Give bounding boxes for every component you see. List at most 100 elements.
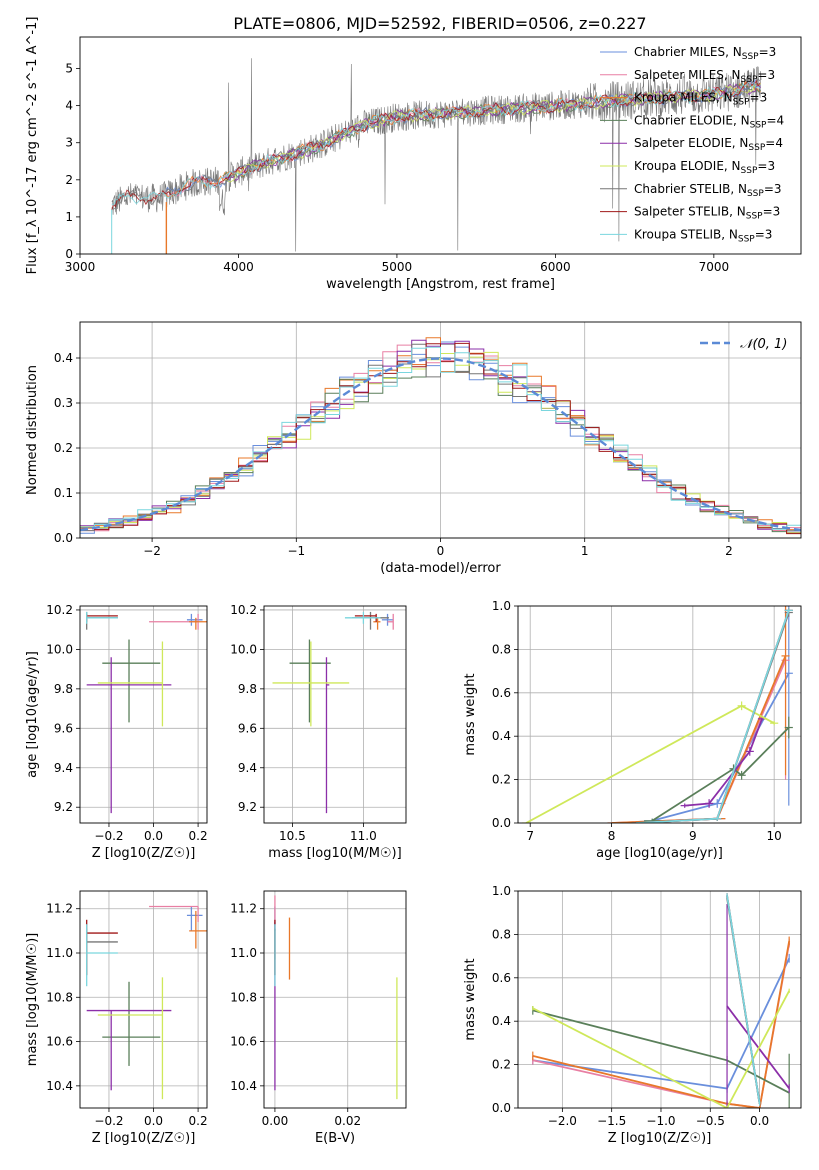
mass-vs-z-xtick-label: 0.0	[144, 1114, 163, 1128]
mass-vs-z-xlabel: Z [log10(Z/Z☉)]	[92, 1131, 196, 1146]
age-vs-mass-ytick-label: 9.2	[238, 800, 257, 814]
spectrum-axes: 3000 4000 5000 6000 7000 0 1 2 3 4 5 wavelength [An…	[25, 17, 802, 292]
weight-vs-age-plot-area	[522, 606, 793, 823]
weight-vs-z-line-kroupa_elodie	[532, 990, 790, 1108]
weight-vs-z-ytick-label: 0.2	[492, 1058, 511, 1072]
spectrum-legend-label: Salpeter MILES, NSSP=3	[634, 68, 775, 85]
mass-vs-z-frame	[79, 890, 208, 1109]
weight-vs-z-xlabel: Z [log10(Z/Z☉)]	[608, 1131, 712, 1146]
age-vs-mass-ytick-label: 10.0	[230, 642, 257, 656]
mass-vs-z-xtick-label: 0.2	[189, 1114, 208, 1128]
mass-vs-z-axes: −0.2 0.0 0.2 10.4 10.6 10.8 11.0 11.2 Z [log10(Z…	[25, 890, 208, 1146]
spectrum-ytick-label: 0	[65, 247, 73, 261]
weight-vs-z-ytick-label: 0.4	[492, 1014, 511, 1028]
mass-vs-z-ytick-label: 11.2	[46, 902, 73, 916]
age-vs-z-frame	[79, 605, 208, 824]
residuals-xlabel: (data-model)/error	[380, 561, 501, 576]
mass-vs-z-ytick-label: 10.8	[46, 990, 73, 1004]
spectrum-plot-area	[111, 58, 762, 254]
spectrum-legend-label: Salpeter STELIB, NSSP=3	[634, 205, 780, 222]
spectrum-ytick-label: 1	[65, 210, 73, 224]
spectrum-ytick-label: 3	[65, 136, 73, 150]
weight-vs-z-xtick-label: −1.5	[597, 1114, 626, 1128]
age-vs-mass-ytick-label: 10.2	[230, 603, 257, 617]
residuals-ytick-label: 0.1	[54, 486, 73, 500]
residuals-xtick-label: −2	[143, 544, 161, 558]
weight-vs-z-ytick-label: 0.8	[492, 927, 511, 941]
age-vs-z-ytick-label: 10.2	[46, 603, 73, 617]
weight-vs-age-line-chabrier_elodie	[651, 726, 790, 822]
mass-vs-ebv-ytick-label: 10.4	[230, 1079, 257, 1093]
residuals-ytick-label: 0.4	[54, 351, 73, 365]
mass-vs-ebv-frame	[263, 890, 407, 1109]
weight-vs-age-ytick-label: 0.4	[492, 729, 511, 743]
spectrum-legend: Chabrier MILES, NSSP=3 Salpeter MILES, NS…	[600, 45, 784, 244]
age-vs-z-xtick-label: 0.2	[189, 829, 208, 843]
weight-vs-age-ytick-label: 0.2	[492, 773, 511, 787]
residuals-xtick-label: 1	[581, 544, 589, 558]
age-vs-z-ytick-label: 9.2	[54, 800, 73, 814]
mass-vs-ebv-ytick-label: 11.2	[230, 902, 257, 916]
age-vs-z-ytick-label: 9.4	[54, 761, 73, 775]
spectrum-legend-label: Kroupa ELODIE, NSSP=3	[634, 159, 775, 176]
weight-vs-z-ylabel: mass weight	[463, 958, 478, 1040]
weight-vs-z-xtick-label: −2.0	[548, 1114, 577, 1128]
age-vs-mass-axes: 10.5 11.0 9.2 9.4 9.6 9.8 10.0 10.2 mass [log10(…	[230, 603, 407, 861]
mass-vs-z-plot-area	[86, 905, 207, 1100]
residuals-hist-kroupa_stelib	[80, 346, 801, 538]
spectrum-legend-label: Chabrier ELODIE, NSSP=4	[634, 113, 784, 130]
spectrum-ylabel: Flux [f_λ 10^-17 erg cm^-2 s^-1 A^-1]	[25, 17, 40, 275]
residuals-normal-curve	[80, 357, 801, 532]
spectrum-ytick-label: 2	[65, 173, 73, 187]
age-vs-z-ytick-label: 9.6	[54, 721, 73, 735]
spectrum-ytick-label: 4	[65, 99, 73, 113]
age-vs-z-plot-area	[86, 611, 207, 814]
age-vs-z-ytick-label: 9.8	[54, 682, 73, 696]
spectrum-xtick-label: 5000	[382, 260, 413, 274]
age-vs-z-xtick-label: 0.0	[144, 829, 163, 843]
mass-vs-ebv-xlabel: E(B-V)	[315, 1131, 355, 1146]
mass-vs-ebv-axes: 0.00 0.02 10.4 10.6 10.8 11.0 11.2 E(B-V)	[230, 890, 407, 1146]
spectrum-frame	[79, 36, 802, 255]
spectrum-legend-label: Kroupa MILES, NSSP=3	[634, 91, 767, 108]
mass-vs-ebv-ytick-label: 10.8	[230, 990, 257, 1004]
weight-vs-age-ytick-label: 0.6	[492, 686, 511, 700]
age-vs-z-ylabel: age [log10(age/yr)]	[25, 651, 40, 778]
age-vs-z-ytick-label: 10.0	[46, 642, 73, 656]
spectrum-xlabel: wavelength [Angstrom, rest frame]	[326, 277, 555, 292]
mass-vs-ebv-ytick-label: 10.6	[230, 1035, 257, 1049]
age-vs-z-axes: −0.2 0.0 0.2 9.2 9.4 9.6 9.8 10.0 10.2 Z [log10(Z…	[25, 603, 208, 861]
age-vs-mass-ytick-label: 9.6	[238, 721, 257, 735]
residuals-ytick-label: 0.0	[54, 531, 73, 545]
spectrum-model-chabrier_elodie	[222, 82, 762, 179]
residuals-legend-label: 𝒩(0, 1)	[740, 337, 787, 352]
weight-vs-age-xtick-label: 10	[767, 829, 782, 843]
plots: 3000 4000 5000 6000 7000 0 1 2 3 4 5 wavelength [An…	[25, 17, 802, 1146]
weight-vs-z-line-salpeter_elodie	[726, 1005, 790, 1090]
weight-vs-z-frame	[517, 890, 802, 1109]
spectrum-model-kroupa_stelib	[111, 81, 761, 206]
residuals-legend: 𝒩(0, 1)	[700, 337, 787, 352]
spectrum-xtick-label: 6000	[540, 260, 571, 274]
weight-vs-age-frame	[517, 605, 802, 824]
weight-vs-z-axes: −2.0 −1.5 −1.0 −0.5 0.0 0.0 0.2 0.4 0.6 0.8 1.0 Z […	[463, 884, 802, 1146]
spectrum-ytick-label: 5	[65, 62, 73, 76]
age-vs-mass-xlabel: mass [log10(M/M☉)]	[268, 846, 401, 861]
residuals-xtick-label: −1	[287, 544, 305, 558]
mass-vs-ebv-plot-area	[274, 895, 398, 1100]
age-vs-mass-plot-area	[272, 611, 394, 814]
weight-vs-z-line-kroupa_miles	[532, 940, 791, 1108]
spectrum-xtick-label: 3000	[65, 260, 96, 274]
age-vs-z-xtick-label: −0.2	[94, 829, 123, 843]
age-vs-mass-ytick-label: 9.4	[238, 761, 257, 775]
residuals-axes: −2 −1 0 1 2 0.0 0.1 0.2 0.3 0.4 (data-model)/error…	[25, 321, 802, 576]
weight-vs-age-ylabel: mass weight	[463, 673, 478, 755]
spectrum-xtick-label: 7000	[699, 260, 730, 274]
age-vs-mass-ytick-label: 9.8	[238, 682, 257, 696]
weight-vs-z-ytick-label: 0.6	[492, 971, 511, 985]
weight-vs-age-ytick-label: 0.0	[492, 816, 511, 830]
residuals-ytick-label: 0.3	[54, 396, 73, 410]
residuals-xtick-label: 0	[437, 544, 445, 558]
weight-vs-z-line-kroupa_stelib	[726, 895, 761, 1104]
weight-vs-age-xtick-label: 7	[526, 829, 534, 843]
